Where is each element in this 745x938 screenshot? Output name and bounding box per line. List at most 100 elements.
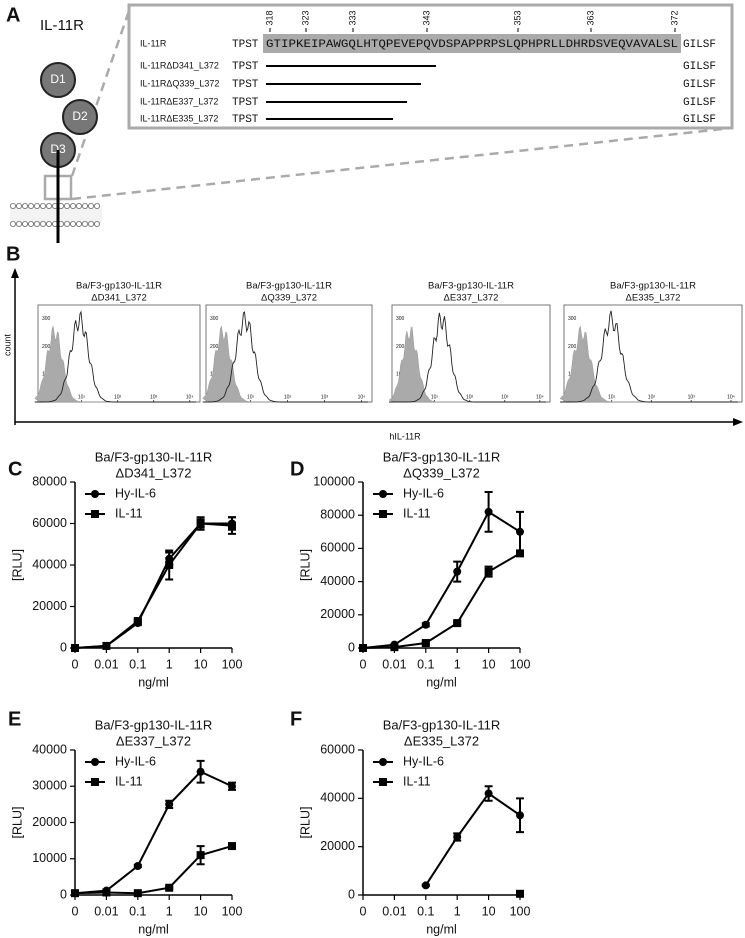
y-tick-label: 200: [396, 344, 405, 350]
x-tick-label: 10⁴: [727, 394, 735, 400]
y-tick-label: 60000: [32, 516, 67, 530]
data-point: [421, 639, 430, 648]
x-tick-label: 0.1: [417, 904, 434, 918]
sequence-left: TPST: [232, 61, 259, 73]
data-point: [484, 789, 493, 798]
data-point: [484, 507, 493, 516]
plot-title: Ba/F3-gp130-IL-11R: [610, 281, 696, 292]
series-line: [74, 522, 233, 649]
data-point: [102, 641, 111, 650]
y-tick-label: 100000: [313, 474, 355, 488]
x-tick-label: 1: [166, 657, 173, 671]
panel-title: IL-11R: [40, 17, 84, 34]
construct-name: IL-11RΔQ339_L372: [140, 78, 219, 88]
data-point: [453, 619, 462, 628]
data-point: [228, 521, 236, 530]
x-tick-label: 10²: [466, 394, 474, 400]
x-tick-label: 10⁴: [536, 394, 544, 400]
axis-title: count: [2, 333, 12, 356]
data-point: [516, 527, 524, 536]
x-tick-label: 0: [360, 657, 367, 671]
series-line: [362, 510, 521, 649]
x-tick-label: 1: [166, 904, 173, 918]
x-tick-label: 10: [482, 657, 496, 671]
stained-histogram: [202, 311, 368, 403]
legend-marker: [379, 778, 387, 786]
y-tick-label: 0: [348, 640, 355, 654]
sequence-right: GILSF: [683, 97, 716, 109]
legend-marker: [91, 778, 99, 786]
data-point: [196, 851, 205, 860]
x-tick-label: 0: [360, 904, 367, 918]
chart-title: Ba/F3-gp130-IL-11R: [95, 717, 213, 732]
x-tick-label: 10³: [321, 394, 329, 400]
x-tick-label: 10¹: [78, 394, 86, 400]
x-tick-label: 10³: [150, 394, 158, 400]
position-label: 333: [347, 10, 357, 25]
sequence-right: GILSF: [683, 114, 716, 126]
construct-name: IL-11RΔD341_L372: [140, 60, 219, 70]
stained-histogram: [34, 310, 196, 403]
zoom-line: [71, 126, 733, 201]
x-tick-label: 10¹: [608, 394, 616, 400]
panel-label: D: [290, 458, 304, 480]
data-point: [516, 811, 524, 820]
data-point: [102, 888, 111, 897]
stained-histogram: [389, 312, 546, 403]
panel-label: A: [6, 4, 20, 26]
y-tick-label: 200: [42, 344, 51, 350]
x-tick-label: 0.1: [129, 904, 146, 918]
legend-label: Hy-IL-6: [115, 486, 156, 500]
sequence-right: GILSF: [683, 79, 716, 91]
legend-marker: [379, 510, 387, 518]
y-tick-label: 200: [568, 344, 577, 350]
x-tick-label: 10¹: [431, 394, 439, 400]
x-tick-label: 10¹: [247, 394, 255, 400]
data-point: [421, 620, 430, 629]
series-line: [74, 770, 233, 895]
y-tick-label: 10000: [32, 851, 67, 865]
arrow-head: [11, 268, 19, 278]
legend-label: Hy-IL-6: [403, 486, 444, 500]
sequence-highlight: [263, 34, 681, 53]
panel-label: F: [290, 708, 302, 730]
legend-marker: [379, 758, 387, 766]
y-tick-label: 80000: [320, 507, 355, 521]
y-tick-label: 300: [42, 316, 51, 322]
chart-title: Ba/F3-gp130-IL-11R: [383, 717, 501, 732]
legend-marker: [379, 490, 387, 498]
y-axis-title: [RLU]: [10, 807, 24, 839]
data-point: [453, 833, 462, 841]
domain: [40, 62, 76, 98]
legend-label: Hy-IL-6: [403, 754, 444, 768]
domain-label: D3: [50, 142, 66, 156]
chart-title: ΔD341_L372: [116, 465, 192, 480]
x-tick-label: 0.01: [382, 657, 406, 671]
legend-label: IL-11: [403, 506, 431, 520]
y-tick-label: 300: [210, 316, 219, 322]
data-point: [453, 567, 462, 576]
position-label: 323: [300, 10, 310, 25]
plot-title: ΔD341_L372: [91, 293, 146, 304]
y-tick-label: 20000: [320, 839, 355, 853]
x-tick-label: 100: [222, 657, 243, 671]
legend-label: IL-11: [115, 506, 143, 520]
y-tick-label: 80000: [32, 474, 67, 488]
x-tick-label: 1: [454, 904, 461, 918]
x-axis-title: ng/ml: [138, 675, 169, 689]
position-label: 363: [585, 10, 595, 25]
data-point: [228, 782, 236, 791]
x-tick-label: 10²: [648, 394, 656, 400]
data-point: [516, 889, 524, 898]
x-axis-title: ng/ml: [426, 922, 457, 936]
y-tick-label: 20000: [32, 599, 67, 613]
data-point: [228, 842, 236, 851]
x-tick-label: 100: [510, 657, 531, 671]
data-point: [390, 643, 399, 652]
domain: [62, 99, 98, 135]
membrane: [9, 202, 102, 227]
plot-title: ΔE337_L372: [444, 293, 499, 304]
data-point: [165, 561, 174, 569]
